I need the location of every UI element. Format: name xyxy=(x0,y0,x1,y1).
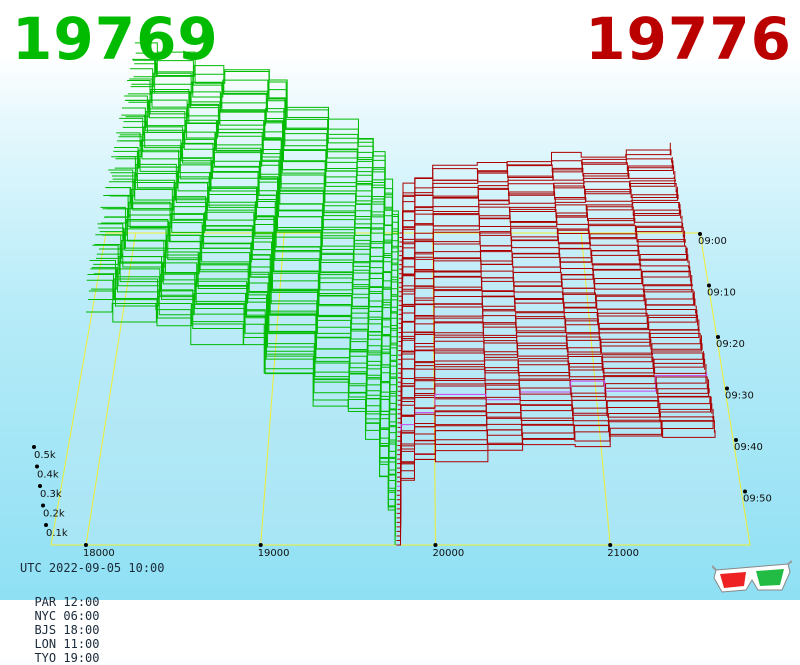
depth-tick-label: 0.2k xyxy=(43,509,65,520)
timezone-lon: LON 11:00 xyxy=(34,637,100,651)
timezone-par: PAR 12:00 xyxy=(34,595,100,609)
bid-depth-line xyxy=(132,58,399,256)
chart-floor-plane xyxy=(51,233,750,545)
bid-depth-line xyxy=(112,173,398,378)
price-gridline xyxy=(85,232,137,546)
price-tick-label: 18000 xyxy=(83,548,115,559)
bid-depth-line xyxy=(134,42,399,238)
depth-tick-label: 0.1k xyxy=(46,528,68,539)
bid-depth-line xyxy=(124,95,399,306)
chart-axis-labels: 18000 19000 20000 21000 0.1k 0.2k 0.3k 0.4k 0.5k… xyxy=(32,232,772,559)
price-tick-label: 20000 xyxy=(432,548,464,559)
bid-depth-line xyxy=(89,259,396,523)
bid-depth-line xyxy=(134,63,399,243)
bid-depth-line xyxy=(93,261,397,496)
depth-tick-label: 0.4k xyxy=(37,470,59,481)
bid-depth-line xyxy=(104,213,397,428)
bid-depth-line xyxy=(131,81,399,261)
ask-depth-line xyxy=(396,420,715,541)
bid-depth-line xyxy=(91,267,396,509)
bid-depth-line xyxy=(123,119,399,310)
bid-depth-line xyxy=(100,206,397,455)
time-tick-label: 09:30 xyxy=(725,391,754,402)
bid-depth-line xyxy=(116,132,398,356)
bid-depth-line xyxy=(96,251,397,478)
bid-depth-line xyxy=(115,157,398,360)
depth-tick-mark xyxy=(44,523,48,527)
price-tick-label: 21000 xyxy=(607,548,639,559)
price-tick-label: 19000 xyxy=(258,548,290,559)
bid-depth-series xyxy=(85,42,399,545)
price-tick-mark xyxy=(258,543,263,547)
time-tick-mark xyxy=(707,283,711,288)
time-tick-label: 09:20 xyxy=(716,339,745,350)
bid-depth-line xyxy=(88,289,396,527)
bid-depth-line xyxy=(120,131,398,328)
ask-price: 19776 xyxy=(585,5,792,73)
timezone-nyc: NYC 06:00 xyxy=(34,609,100,623)
3d-glasses-icon[interactable] xyxy=(712,560,792,596)
depth-chart: 18000 19000 20000 21000 0.1k 0.2k 0.3k 0.4k 0.5k… xyxy=(32,42,772,559)
price-tick-mark xyxy=(83,543,88,547)
time-tick-label: 09:10 xyxy=(707,288,736,299)
bid-depth-line xyxy=(108,169,398,405)
timezone-tyo: TYO 19:00 xyxy=(34,651,100,665)
time-tick-mark xyxy=(734,438,738,442)
price-gridline xyxy=(260,232,285,546)
bid-depth-line xyxy=(126,99,399,292)
time-tick-mark xyxy=(698,232,702,236)
time-tick-label: 09:50 xyxy=(743,494,772,505)
bid-depth-line xyxy=(85,303,396,545)
depth-tick-label: 0.3k xyxy=(40,489,62,500)
timezone-clocks: PAR 12:00 NYC 06:00 BJS 18:00 LON 11:00 … xyxy=(20,581,128,665)
price-tick-mark xyxy=(433,543,438,547)
chart-floor xyxy=(51,233,750,545)
bid-depth-line xyxy=(107,194,398,410)
price-tick-mark xyxy=(608,543,613,547)
utc-timestamp: UTC 2022-09-05 10:00 xyxy=(20,561,165,575)
bid-depth-line xyxy=(102,208,397,441)
time-tick-label: 09:40 xyxy=(734,442,763,453)
ask-depth-series xyxy=(396,142,716,546)
depth-tick-label: 0.5k xyxy=(34,450,56,461)
depth-tick-mark xyxy=(41,503,45,508)
ask-depth-line xyxy=(396,427,716,546)
timezone-bjs: BJS 18:00 xyxy=(34,623,100,637)
depth-tick-mark xyxy=(38,484,42,488)
time-tick-mark xyxy=(743,489,747,494)
depth-tick-mark xyxy=(32,445,36,449)
depth-tick-mark xyxy=(35,464,39,469)
price-gridline xyxy=(580,232,611,546)
time-tick-mark xyxy=(716,335,720,339)
time-tick-label: 09:00 xyxy=(698,236,727,247)
time-tick-mark xyxy=(725,386,729,391)
